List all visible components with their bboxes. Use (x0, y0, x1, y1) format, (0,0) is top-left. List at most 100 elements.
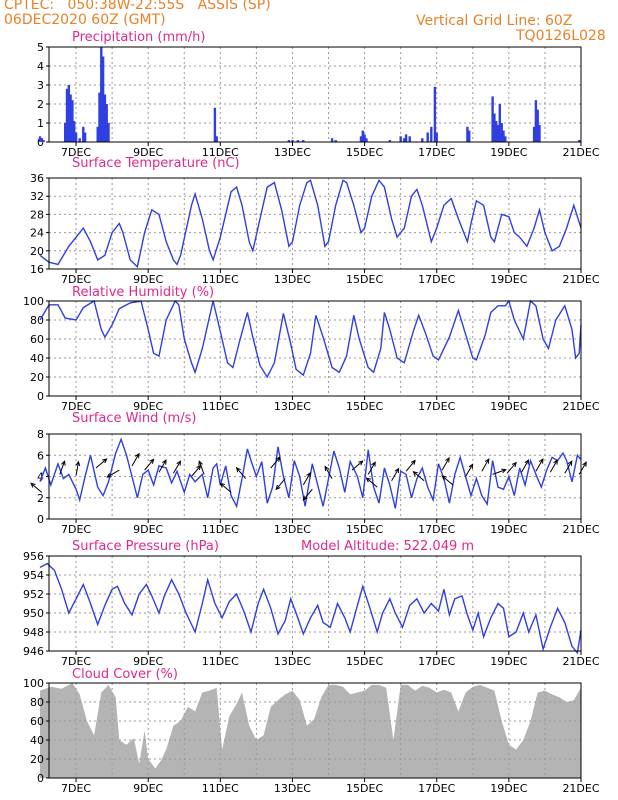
wind-vector-arrow (59, 460, 66, 475)
wind-vector-arrow (158, 459, 167, 473)
x-tick-label: 11DEC (202, 782, 239, 795)
precipitation-bar (107, 123, 110, 142)
x-tick-label: 15DEC (346, 273, 383, 286)
x-tick-label: 17DEC (418, 655, 455, 668)
precipitation-bar (64, 123, 67, 142)
precipitation-bar (105, 104, 108, 142)
x-tick-label: 17DEC (418, 400, 455, 413)
wind-vector-arrow (302, 488, 313, 501)
x-tick-label: 9DEC (133, 146, 163, 159)
precipitation-bar (502, 130, 505, 142)
x-tick-label: 11DEC (202, 400, 239, 413)
precipitation-bar (430, 126, 433, 142)
cloud-cover-frame (48, 682, 582, 779)
wind-vector-arrow (131, 452, 140, 467)
x-tick-label: 7DEC (61, 782, 91, 795)
x-tick-label: 9DEC (133, 655, 163, 668)
wind-vector-arrow (30, 482, 43, 493)
x-tick-label: 11DEC (202, 523, 239, 536)
precipitation-bar (363, 134, 366, 142)
precipitation-bar (433, 86, 437, 142)
wind-vector-arrow (270, 456, 281, 469)
wind-vector-arrow (391, 467, 400, 482)
y-tick-label: 1 (37, 117, 44, 130)
precipitation-frame (48, 46, 582, 143)
wind-vector-arrow (106, 469, 120, 478)
wind-vector-arrow (198, 460, 205, 475)
precipitation-panel: 0 1 2 3 4 5 7DEC 9DEC 11DEC 13DEC 15DEC 17DEC 19DEC 2… (37, 30, 600, 159)
x-tick-label: 15DEC (346, 146, 383, 159)
y-tick-label: 2 (37, 492, 44, 505)
wind-vector-arrow (492, 468, 507, 475)
y-tick-label: 954 (23, 569, 44, 582)
model-altitude-label: Model Altitude: 522.049 m (301, 539, 474, 554)
x-tick-label: 21DEC (562, 655, 599, 668)
precipitation-bar (67, 85, 70, 142)
y-tick-label: 20 (30, 371, 44, 384)
humidity-series-line (39, 299, 582, 379)
precipitation-bar (365, 138, 368, 142)
precipitation-bar (96, 126, 99, 142)
x-tick-label: 15DEC (346, 400, 383, 413)
precipitation-bar (103, 94, 107, 142)
precipitation-bar (578, 140, 581, 142)
header-run-date: 06DEC2020 60Z (GMT) (4, 12, 166, 28)
wind-vector-arrow (367, 461, 376, 475)
x-tick-label: 13DEC (274, 523, 311, 536)
temperature-panel: 16 20 24 28 32 36 7DEC 9DEC 11DEC 13DEC 15DEC 17DEC… (30, 156, 600, 286)
x-tick-label: 11DEC (202, 655, 239, 668)
precipitation-bar (388, 140, 391, 142)
y-tick-label: 950 (23, 607, 44, 620)
wind-vector-arrow (275, 478, 286, 491)
y-tick-label: 60 (30, 333, 44, 346)
y-tick-label: 40 (30, 352, 44, 365)
x-tick-label: 17DEC (418, 273, 455, 286)
wind-vector-arrow (405, 459, 416, 472)
wind-vector-arrow (365, 477, 378, 488)
y-tick-label: 80 (30, 314, 44, 327)
x-tick-label: 13DEC (274, 782, 311, 795)
wind-vector-arrow (191, 464, 202, 477)
y-tick-label: 946 (23, 645, 44, 658)
y-tick-label: 100 (23, 677, 44, 690)
precipitation-bar (468, 130, 471, 142)
y-tick-label: 60 (30, 715, 44, 728)
y-tick-label: 0 (37, 772, 44, 785)
y-tick-label: 0 (37, 136, 44, 149)
x-tick-label: 21DEC (562, 523, 599, 536)
x-tick-label: 13DEC (274, 273, 311, 286)
y-tick-label: 16 (30, 263, 44, 276)
y-tick-label: 40 (30, 734, 44, 747)
temperature-series-line (39, 178, 582, 269)
wind-vector-arrow (324, 465, 333, 479)
wind-vector-arrow (95, 458, 108, 469)
y-tick-label: 948 (23, 626, 44, 639)
precipitation-bar (359, 136, 363, 142)
x-tick-label: 17DEC (418, 782, 455, 795)
x-tick-label: 19DEC (490, 782, 527, 795)
precipitation-bar (42, 140, 45, 142)
cloud-cover-title: Cloud Cover (%) (72, 667, 178, 682)
precipitation-bar (215, 136, 218, 142)
x-tick-label: 9DEC (133, 400, 163, 413)
x-tick-label: 9DEC (133, 782, 163, 795)
temperature-frame (48, 177, 582, 270)
precipitation-bar (496, 124, 500, 142)
x-tick-label: 7DEC (61, 146, 91, 159)
wind-vector-arrow (144, 458, 155, 471)
x-tick-label: 17DEC (418, 146, 455, 159)
precipitation-bar (498, 104, 501, 142)
precipitation-bar (74, 132, 78, 142)
header-grid-note: Vertical Grid Line: 60Z (416, 13, 573, 29)
temperature-title: Surface Temperature (nC) (72, 156, 240, 171)
x-tick-label: 7DEC (61, 400, 91, 413)
precipitation-bar (421, 138, 424, 142)
precipitation-bar (500, 123, 503, 142)
precipitation-bar (78, 138, 81, 142)
y-tick-label: 100 (23, 295, 44, 308)
precipitation-bar (302, 140, 305, 142)
wind-panel: 0 2 4 6 8 7DEC 9DEC 11DEC 13DEC 15DEC 17DEC 19DEC 21… (30, 411, 600, 536)
precipitation-bar (330, 138, 334, 142)
y-tick-label: 956 (23, 550, 44, 563)
cloud-cover-area (39, 683, 582, 778)
